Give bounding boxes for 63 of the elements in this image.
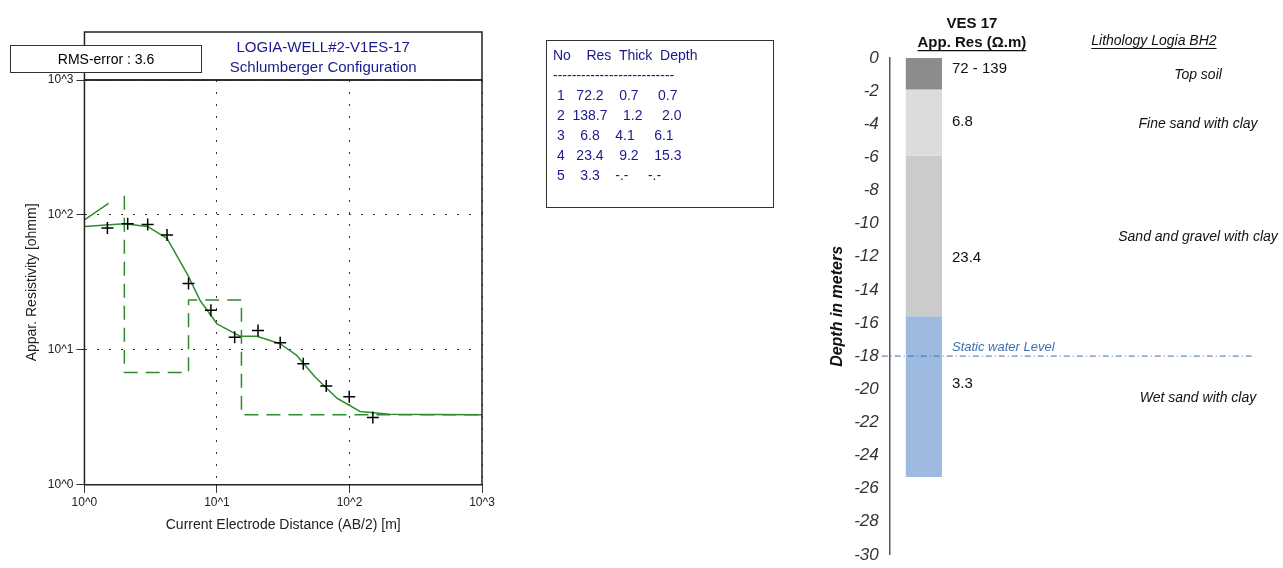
text: 2 138.7 1.2 2.0 — [556, 107, 682, 123]
text: No Res Thick Depth — [553, 47, 698, 63]
text: 3 6.8 4.1 6.1 — [556, 127, 674, 143]
bar — [905, 316, 942, 477]
point — [227, 330, 242, 345]
y-axis-title: Appar. Resistivity [ohmm] — [23, 203, 40, 362]
point — [342, 389, 356, 404]
y-tick-label: 0 — [869, 47, 880, 67]
annotation: 72 - 139 — [951, 58, 1008, 76]
y-tick-label: -28 — [854, 511, 880, 531]
y-tick-label: -26 — [854, 478, 880, 498]
y-tick-label: -16 — [854, 312, 880, 332]
annotation: 6.8 — [951, 111, 973, 129]
annotation: 3.3 — [951, 373, 973, 391]
point — [204, 303, 218, 317]
y-tick-label: -24 — [854, 445, 879, 465]
y-tick-label: -14 — [854, 279, 879, 299]
bar — [905, 89, 942, 156]
text: 5 3.3 -.- -.- — [556, 167, 662, 183]
point — [296, 356, 311, 371]
chart-subtitle: Schlumberger Configuration — [229, 58, 417, 75]
y-tick-label: -22 — [854, 412, 880, 432]
text: Lithology Logia BH2 — [1091, 32, 1217, 48]
point — [160, 228, 174, 242]
y-tick-label: -30 — [854, 544, 880, 564]
y-tick-label: -2 — [863, 80, 880, 100]
chart-title: VES 17 — [946, 14, 998, 31]
y-tick-label: -12 — [854, 246, 880, 266]
point — [251, 323, 265, 338]
point — [319, 379, 334, 393]
y-tick-label: 10^3 — [47, 72, 74, 87]
text: -------------------------- — [553, 67, 675, 83]
y-tick-label: -6 — [863, 147, 880, 167]
y-axis-title: Depth in meters — [828, 245, 846, 367]
y-tick-label: -18 — [854, 345, 880, 365]
chart-subtitle: App. Res (Ω.m) — [917, 33, 1027, 50]
y-tick-label: -4 — [863, 113, 879, 133]
chart-title: LOGIA-WELL#2-V1ES-17 — [236, 38, 410, 55]
y-tick-label: -8 — [863, 180, 880, 200]
bar — [905, 155, 942, 317]
x-tick-label: 10^2 — [336, 495, 363, 510]
point — [273, 335, 287, 350]
bar — [905, 58, 942, 90]
text: RMS-error : 3.6 — [10, 45, 202, 73]
point — [366, 410, 380, 425]
text: Fine sand with clay — [1138, 114, 1259, 131]
y-tick-label: 10^1 — [47, 342, 74, 357]
text: Sand and gravel with clay — [1118, 228, 1279, 245]
text: Top soil — [1174, 65, 1223, 82]
annotation: 23.4 — [951, 247, 982, 265]
y-tick-label: -20 — [854, 378, 880, 398]
text: 1 72.2 0.7 0.7 — [556, 87, 678, 103]
x-axis-title: Current Electrode Distance (AB/2) [m] — [165, 516, 401, 533]
text: 4 23.4 9.2 15.3 — [556, 147, 682, 163]
x-tick-label: 10^0 — [71, 495, 98, 510]
point — [181, 276, 196, 291]
x-tick-label: 10^1 — [204, 495, 231, 510]
ref-line-label: Static water Level — [951, 339, 1056, 355]
y-tick-label: -10 — [854, 213, 880, 233]
y-tick-label: 10^2 — [47, 207, 74, 222]
y-tick-label: 10^0 — [47, 477, 74, 492]
text: Wet sand with clay — [1139, 388, 1258, 405]
x-tick-label: 10^3 — [469, 495, 496, 510]
